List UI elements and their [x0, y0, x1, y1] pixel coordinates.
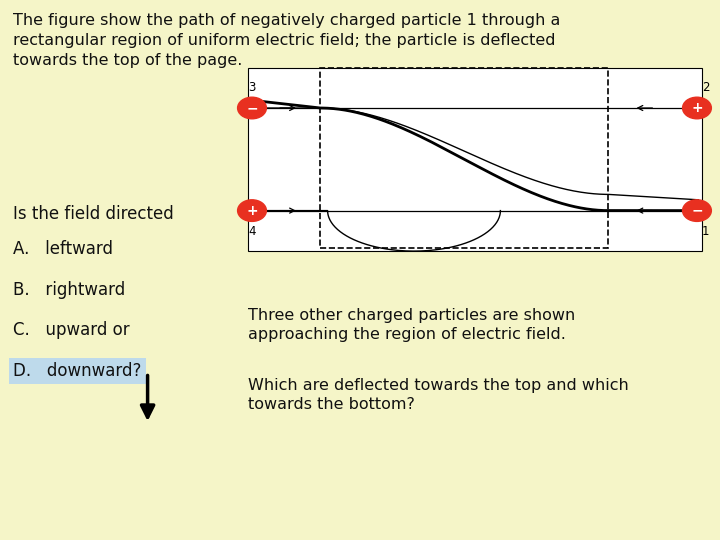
Text: −: − — [691, 204, 703, 218]
Circle shape — [683, 97, 711, 119]
Text: 2: 2 — [702, 81, 709, 94]
Text: 4: 4 — [248, 225, 256, 238]
Text: Three other charged particles are shown
approaching the region of electric field: Three other charged particles are shown … — [248, 308, 576, 342]
Text: −: − — [246, 101, 258, 115]
FancyBboxPatch shape — [248, 68, 702, 251]
Text: B.   rightward: B. rightward — [13, 281, 125, 299]
Text: +: + — [691, 101, 703, 115]
Circle shape — [238, 200, 266, 221]
Text: 1: 1 — [702, 225, 709, 238]
Text: A.   leftward: A. leftward — [13, 240, 113, 258]
Circle shape — [238, 97, 266, 119]
Text: Which are deflected towards the top and which
towards the bottom?: Which are deflected towards the top and … — [248, 378, 629, 412]
Text: +: + — [246, 204, 258, 218]
Text: D.   downward?: D. downward? — [13, 362, 141, 380]
Circle shape — [683, 200, 711, 221]
Text: 3: 3 — [248, 81, 256, 94]
Bar — [320, 68, 608, 248]
Text: C.   upward or: C. upward or — [13, 321, 130, 339]
Text: Is the field directed: Is the field directed — [13, 205, 174, 223]
Text: The figure show the path of negatively charged particle 1 through a
rectangular : The figure show the path of negatively c… — [13, 14, 560, 68]
